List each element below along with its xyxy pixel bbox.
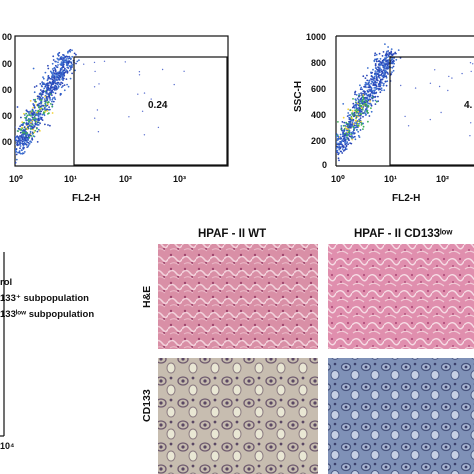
legend-item-control: rol: [0, 277, 12, 288]
flow-right-x-tick: 10⁰: [331, 174, 345, 184]
flow-left-y-tick: 00: [2, 111, 12, 121]
flow-right-y-tick: 800: [311, 58, 326, 68]
flow-right-y-axis-label: SSC-H: [293, 81, 304, 112]
flow-left-x-tick: 10²: [119, 174, 132, 184]
flow-right-y-ticks: 1000 800 600 400 200 0: [306, 32, 327, 170]
flow-right-gate: [389, 56, 474, 166]
flow-right-y-tick: 1000: [306, 32, 326, 42]
flow-plot-left: 0.24 00 00 00 00 00 10⁰ 10¹ 10² 10³ FL2-…: [2, 32, 229, 204]
flow-left-y-tick: 00: [2, 137, 12, 147]
flow-left-x-tick: 10⁰: [9, 174, 23, 184]
flow-right-x-ticks: 10⁰ 10¹ 10²: [331, 174, 449, 184]
histology-col-title-cd133-low: HPAF - II CD133ˡᵒʷ: [354, 228, 453, 240]
histology-he-wt-image: [158, 244, 318, 349]
legend-panel-x-tick: 10⁴: [0, 441, 14, 451]
flow-left-y-tick: 00: [2, 59, 12, 69]
legend-panel: rol 133⁺ subpopulation 133ˡᵒʷ subpopulat…: [0, 252, 94, 451]
histology-row-label-he: H&E: [141, 286, 153, 308]
flow-right-x-axis-label: FL2-H: [392, 193, 420, 204]
histology-grid: HPAF - II WT HPAF - II CD133ˡᵒʷ H&E CD13…: [141, 228, 474, 474]
histology-row-label-cd133: CD133: [141, 389, 153, 422]
flow-left-y-tick: 00: [2, 32, 12, 42]
flow-left-x-tick: 10¹: [64, 174, 77, 184]
histology-he-cd133-low-image: [328, 244, 474, 349]
flow-right-y-tick: 400: [311, 110, 326, 120]
flow-right-y-tick: 600: [311, 84, 326, 94]
flow-right-x-tick: 10²: [436, 174, 449, 184]
histology-ihc-cd133-low-image: [328, 358, 474, 474]
histology-ihc-wt-image: [158, 358, 318, 474]
flow-plot-right: 4. 1000 800 600 400 200 0 SSC-H 10⁰ 10¹ …: [293, 32, 474, 204]
legend-item-cd133-low: 133ˡᵒʷ subpopulation: [0, 309, 94, 320]
legend-item-cd133-positive: 133⁺ subpopulation: [0, 293, 89, 304]
flow-right-y-tick: 200: [311, 136, 326, 146]
flow-right-y-tick: 0: [322, 160, 327, 170]
flow-left-x-ticks: 10⁰ 10¹ 10² 10³: [9, 174, 186, 184]
flow-left-y-ticks: 00 00 00 00 00: [2, 32, 12, 147]
flow-left-gate: [73, 56, 228, 166]
flow-left-x-axis-label: FL2-H: [72, 193, 100, 204]
flow-right-x-tick: 10¹: [384, 174, 397, 184]
flow-right-dot-cloud: [336, 43, 474, 162]
flow-left-x-tick: 10³: [173, 174, 186, 184]
flow-left-y-tick: 00: [2, 85, 12, 95]
flow-left-axes: [14, 35, 229, 167]
flow-left-gate-value: 0.24: [148, 100, 168, 111]
histology-col-title-wt: HPAF - II WT: [198, 228, 266, 240]
flow-right-gate-value: 4.: [464, 100, 473, 111]
